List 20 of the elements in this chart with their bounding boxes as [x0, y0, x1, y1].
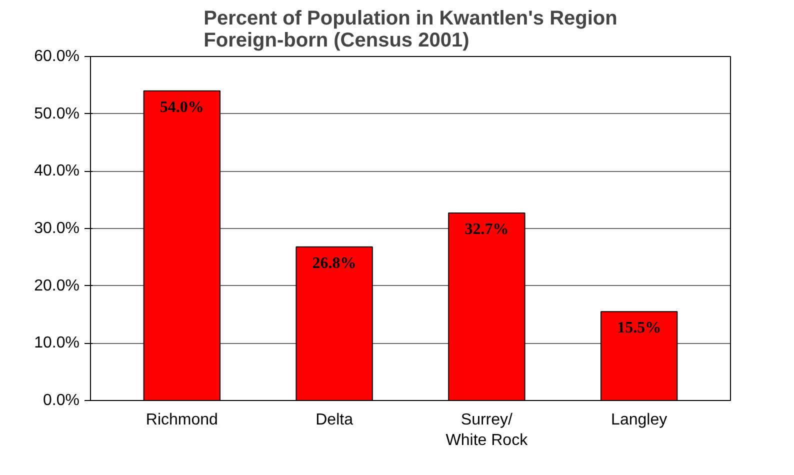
x-tick-label: Richmond — [146, 412, 218, 428]
data-label: 32.7% — [464, 221, 509, 238]
bar — [600, 311, 678, 400]
bar — [448, 212, 526, 400]
bar — [143, 90, 221, 400]
y-tick-label: 40.0% — [34, 162, 80, 180]
y-tick-label: 10.0% — [34, 334, 80, 352]
y-tick-label: 50.0% — [34, 105, 80, 122]
x-tick-label: Surrey/ White Rock — [446, 412, 529, 449]
y-tick-label: 30.0% — [34, 220, 80, 237]
y-tick-label: 20.0% — [34, 277, 80, 294]
y-tick-label: 0.0% — [43, 392, 80, 409]
data-label: 26.8% — [312, 254, 356, 272]
x-tick-label: Delta — [316, 412, 354, 428]
data-label: 54.0% — [160, 98, 204, 116]
data-label: 15.5% — [617, 320, 662, 337]
chart-title: Percent of Population in Kwantlen's Region Foreign-born (Census 2001) — [204, 8, 618, 52]
x-tick-label: Langley — [611, 412, 668, 428]
bar — [296, 246, 373, 400]
y-tick-label: 60.0% — [34, 48, 80, 65]
